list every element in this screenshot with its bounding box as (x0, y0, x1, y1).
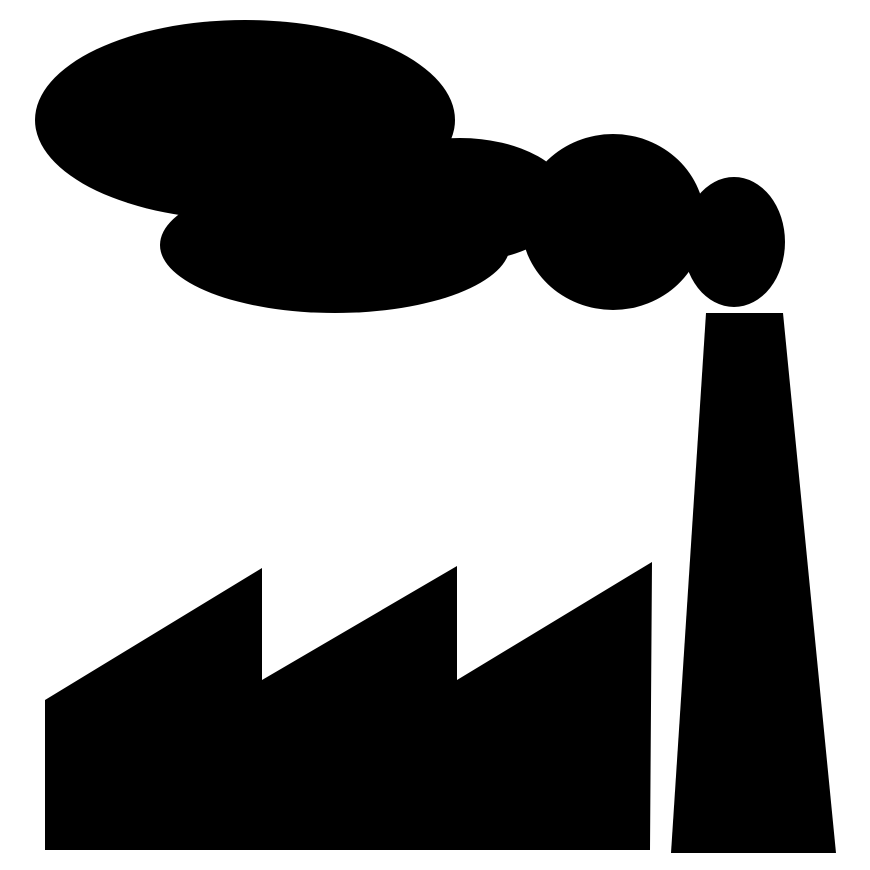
factory-building-icon (45, 562, 652, 850)
chimney-icon (671, 313, 836, 853)
smoke-puff-large (35, 20, 455, 220)
smoke-puff-right (521, 134, 705, 310)
smoke-puff-middle (350, 138, 570, 262)
smoke-puff-small (683, 177, 785, 307)
smoke-cloud-icon (35, 20, 785, 313)
